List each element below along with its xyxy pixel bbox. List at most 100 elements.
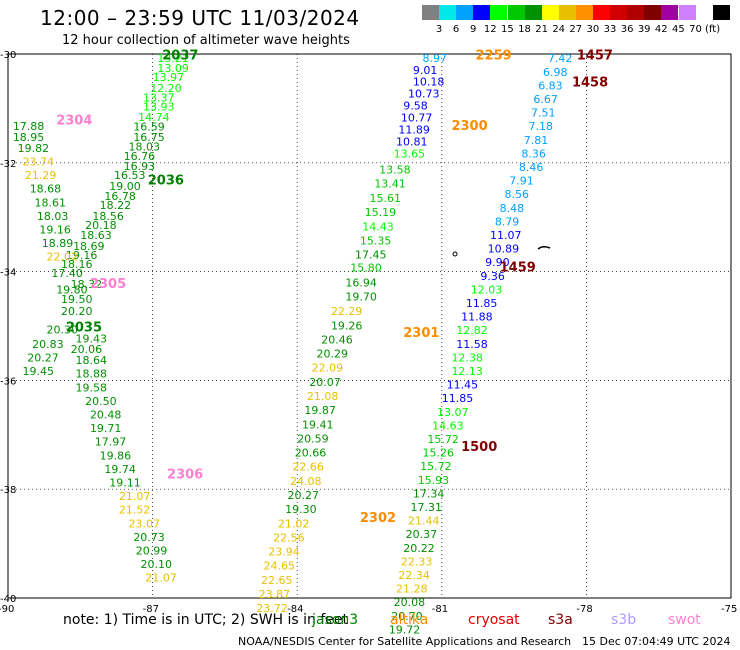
wave-height-value: 14.74 bbox=[138, 111, 170, 124]
wave-height-value: 19.00 bbox=[109, 180, 141, 193]
note-text: note: 1) Time is in UTC; 2) SWH is in fe… bbox=[63, 612, 349, 628]
wave-height-value: 18.88 bbox=[75, 368, 107, 381]
lat-tick-label: -34 bbox=[0, 268, 16, 279]
wave-height-value: 13.37 bbox=[143, 91, 175, 104]
wave-height-value: 15.72 bbox=[427, 433, 459, 446]
wave-height-value: 20.20 bbox=[61, 305, 93, 318]
satellite-legend-altika: altika bbox=[390, 612, 429, 628]
pass-time-label: 2036 bbox=[148, 174, 184, 189]
wave-height-value: 8.56 bbox=[504, 188, 528, 201]
pass-time-label: 2306 bbox=[167, 467, 203, 482]
wave-height-value: 16.94 bbox=[345, 276, 377, 289]
lon-tick-label: -81 bbox=[432, 604, 448, 615]
legend-swatch bbox=[439, 5, 457, 20]
wave-height-value: 20.66 bbox=[295, 447, 327, 460]
wave-height-value: 7.18 bbox=[529, 120, 554, 133]
wave-height-value: 18.89 bbox=[42, 237, 74, 250]
wave-height-value: 16.75 bbox=[133, 131, 165, 144]
wave-height-value: 13.65 bbox=[394, 147, 426, 160]
wave-height-value: 15.72 bbox=[420, 460, 452, 473]
wave-height-value: 11.45 bbox=[447, 379, 479, 392]
legend-label: 6 bbox=[452, 24, 460, 35]
legend-swatch bbox=[712, 5, 730, 20]
pass-time-label: 2304 bbox=[56, 114, 92, 129]
wave-height-value: 11.07 bbox=[490, 229, 522, 242]
satellite-legend-s3b: s3b bbox=[611, 612, 637, 628]
wave-height-value: 23.87 bbox=[259, 588, 291, 601]
wave-height-value: 11.89 bbox=[398, 123, 430, 136]
wave-height-value: 19.70 bbox=[345, 290, 377, 303]
wave-height-value: 20.22 bbox=[403, 542, 435, 555]
lat-tick-label: -32 bbox=[0, 159, 16, 170]
wave-height-value: 17.34 bbox=[413, 487, 445, 500]
wave-height-value: 20.48 bbox=[90, 408, 122, 421]
wave-height-value: 20.10 bbox=[141, 558, 173, 571]
wave-height-value: 10.77 bbox=[401, 111, 433, 124]
wave-height-value: 11.85 bbox=[466, 297, 498, 310]
wave-height-value: 23.74 bbox=[22, 156, 54, 169]
wave-height-value: 11.58 bbox=[456, 338, 488, 351]
wave-height-value: 18.95 bbox=[13, 131, 45, 144]
wave-height-value: 20.18 bbox=[85, 219, 117, 232]
wave-height-value: 20.06 bbox=[71, 343, 103, 356]
wave-height-value: 16.93 bbox=[124, 160, 155, 173]
wave-height-value: 15.93 bbox=[418, 474, 450, 487]
wave-height-value: 17.45 bbox=[355, 249, 387, 262]
legend-label: 24 bbox=[552, 24, 566, 35]
wave-height-value: 21.29 bbox=[25, 169, 57, 182]
legend-label: 42 bbox=[654, 24, 668, 35]
wave-height-value: 19.26 bbox=[331, 319, 363, 332]
wave-height-value: 18.32 bbox=[71, 278, 103, 291]
wave-height-value: 19.72 bbox=[389, 623, 421, 636]
legend-swatch bbox=[575, 5, 593, 20]
wave-height-value: 19.86 bbox=[100, 449, 132, 462]
wave-height-value: 17.40 bbox=[51, 267, 83, 280]
legend-label: 18 bbox=[518, 24, 531, 35]
legend-label: 39 bbox=[637, 24, 651, 35]
lon-tick-label: -87 bbox=[143, 604, 159, 615]
wave-height-value: 7.91 bbox=[509, 175, 534, 188]
wave-height-value: 17.97 bbox=[95, 436, 127, 449]
wave-height-value: 20.27 bbox=[288, 489, 320, 502]
legend-swatch bbox=[490, 5, 508, 20]
pass-time-label: 1459 bbox=[500, 261, 536, 276]
pass-time-label: 1457 bbox=[577, 48, 613, 63]
wave-height-value: 13.97 bbox=[153, 71, 185, 84]
wave-height-value: 13.07 bbox=[437, 406, 469, 419]
map-title: 12:00 – 23:59 UTC 11/03/2024 bbox=[40, 6, 360, 30]
wave-height-value: 8.36 bbox=[521, 147, 546, 160]
legend-label: 30 bbox=[586, 24, 600, 35]
legend-swatch bbox=[524, 5, 542, 20]
wave-height-value: 16.59 bbox=[133, 121, 165, 134]
pass-time-label: 2301 bbox=[403, 326, 439, 341]
wave-height-value: 9.58 bbox=[403, 99, 428, 112]
wave-height-value: 22.34 bbox=[398, 569, 430, 582]
wave-height-value: 22.56 bbox=[273, 531, 305, 544]
legend-swatch bbox=[422, 5, 439, 20]
pass-time-label: 2300 bbox=[451, 119, 487, 134]
legend-swatch bbox=[456, 5, 474, 20]
wave-height-value: 23.72 bbox=[256, 602, 288, 615]
wave-height-value: 20.37 bbox=[406, 528, 438, 541]
wave-height-value: 11.88 bbox=[461, 311, 493, 324]
wave-height-value: 20.29 bbox=[316, 348, 348, 361]
wave-height-value: 12.20 bbox=[150, 82, 182, 95]
pass-time-label: 2305 bbox=[90, 277, 126, 292]
wave-height-value: 19.11 bbox=[109, 476, 141, 489]
pass-time-label: 2259 bbox=[476, 48, 512, 63]
wave-height-value: 8.46 bbox=[519, 161, 544, 174]
lon-tick-label: -75 bbox=[721, 604, 737, 615]
wave-height-value: 18.69 bbox=[73, 240, 105, 253]
wave-height-value: 24.08 bbox=[290, 475, 322, 488]
wave-height-value: 21.07 bbox=[119, 490, 151, 503]
wave-height-value: 14.63 bbox=[432, 419, 464, 432]
legend-label: (ft) bbox=[705, 24, 721, 35]
credit-text: NOAA/NESDIS Center for Satellite Applica… bbox=[238, 635, 572, 648]
lon-tick-label: -90 bbox=[0, 604, 14, 615]
wave-height-value: 15.19 bbox=[365, 206, 397, 219]
wave-height-value: 19.16 bbox=[66, 249, 98, 262]
wave-height-value: 17.88 bbox=[13, 120, 45, 133]
wave-height-value: 22.02 bbox=[47, 251, 78, 264]
satellite-legend-jason3: jason3 bbox=[312, 612, 359, 628]
